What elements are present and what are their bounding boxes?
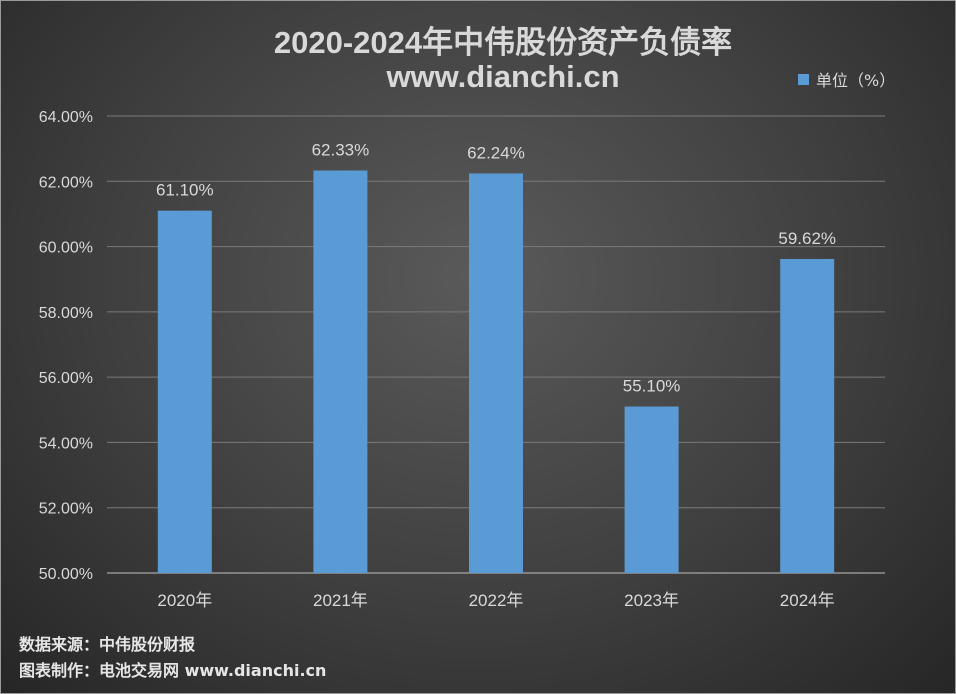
footer-source: 数据来源：中伟股份财报: [19, 635, 196, 654]
y-tick-label: 62.00%: [39, 174, 93, 191]
footer-credit: 图表制作：电池交易网 www.dianchi.cn: [19, 661, 327, 680]
x-tick-label: 2020年: [157, 591, 212, 610]
y-tick-label: 56.00%: [39, 370, 93, 387]
data-label: 55.10%: [623, 377, 681, 396]
bar: [469, 173, 523, 574]
legend-swatch: [798, 73, 809, 85]
y-tick-label: 50.00%: [39, 566, 93, 583]
bar: [780, 258, 835, 573]
data-label: 62.24%: [467, 143, 525, 162]
x-tick-label: 2024年: [780, 591, 835, 610]
data-label: 62.33%: [312, 141, 370, 160]
legend-label: 单位（%）: [816, 71, 896, 90]
y-tick-label: 64.00%: [39, 109, 93, 126]
y-tick-label: 52.00%: [39, 501, 93, 518]
data-label: 59.62%: [778, 229, 836, 248]
bar: [624, 406, 679, 573]
x-tick-label: 2022年: [469, 591, 524, 610]
chart-title: 2020-2024年中伟股份资产负债率: [273, 25, 733, 60]
chart-subtitle: www.dianchi.cn: [386, 59, 620, 94]
bar: [313, 170, 368, 574]
y-tick-label: 58.00%: [39, 305, 93, 322]
x-tick-label: 2021年: [313, 591, 368, 610]
y-tick-label: 60.00%: [39, 240, 93, 257]
x-tick-label: 2023年: [624, 591, 679, 610]
bar: [157, 210, 212, 573]
data-label: 61.10%: [156, 181, 214, 200]
legend: 单位（%）: [798, 67, 895, 91]
y-tick-label: 54.00%: [39, 435, 93, 452]
